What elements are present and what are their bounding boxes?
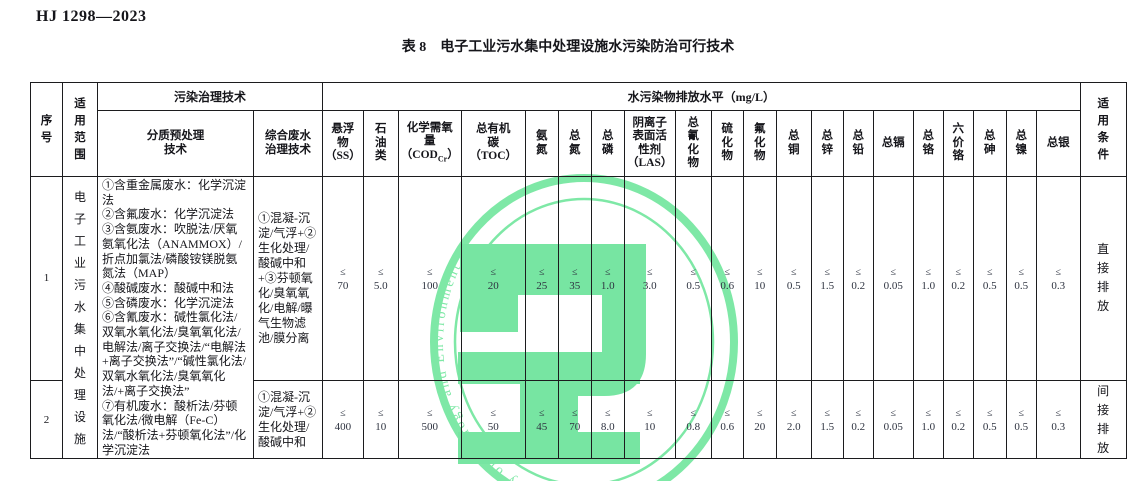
data-row-2: 2 ①混凝-沉淀/气浮+②生化处理/酸碱中和 ≤400 ≤10 ≤500 ≤50 ≤45… xyxy=(30,379,1127,460)
pollutant-header-20: 总银 xyxy=(1035,110,1081,177)
limit-row1-col2: ≤5.0 xyxy=(362,176,399,381)
condition-1: 直 接 排 放 xyxy=(1079,176,1127,381)
pollutant-header-10: 硫化物 xyxy=(710,110,744,177)
pollutant-header-19: 总镍 xyxy=(1005,110,1037,177)
limit-row2-col11: ≤20 xyxy=(742,379,777,460)
pollutant-header-1: 悬浮物（SS） xyxy=(322,110,364,177)
limit-row2-col13: ≤1.5 xyxy=(810,379,844,460)
header-row-top: 序 号 适 用 范 围 污染治理技术 水污染物排放水平（mg/L） 适 用 条 … xyxy=(30,82,1127,177)
pollutant-header-18: 总砷 xyxy=(972,110,1007,177)
limit-row2-col5: ≤45 xyxy=(524,379,559,460)
pollutant-header-9: 总氰化物 xyxy=(674,110,712,177)
header-discharge-level: 水污染物排放水平（mg/L） xyxy=(322,82,1081,111)
limit-row1-col19: ≤0.5 xyxy=(1005,176,1037,381)
pollutant-header-17: 六价铬 xyxy=(942,110,974,177)
pollutant-header-2: 石油类 xyxy=(362,110,399,177)
limit-row2-col6: ≤70 xyxy=(557,379,592,460)
limit-row2-col9: ≤0.8 xyxy=(674,379,712,460)
standard-number: HJ 1298—2023 xyxy=(36,8,147,25)
limit-row1-col17: ≤0.2 xyxy=(942,176,974,381)
limit-row1-col6: ≤35 xyxy=(557,176,592,381)
limit-row1-col20: ≤0.3 xyxy=(1035,176,1081,381)
header-pretreatment: 分质预处理 技术 xyxy=(97,110,254,177)
limit-row1-col1: ≤70 xyxy=(322,176,364,381)
limit-row2-col1: ≤400 xyxy=(322,379,364,460)
comprehensive-cell-1: ①混凝-沉淀/气浮+②生化处理/酸碱中和+③芬顿氧化/臭氧氧化/电解/曝气生物滤… xyxy=(253,176,323,381)
limit-row1-col15: ≤0.05 xyxy=(872,176,914,381)
limit-row2-col8: ≤10 xyxy=(623,379,676,460)
header-seq: 序 号 xyxy=(30,82,63,177)
limit-row2-col16: ≤1.0 xyxy=(912,379,944,460)
limit-row2-col10: ≤0.6 xyxy=(710,379,744,460)
table-title: 表 8 电子工业污水集中处理设施水污染防治可行技术 xyxy=(401,40,735,55)
header-row-pollutants: 分质预处理 技术 综合废水 治理技术 悬浮物（SS）石油类化学需氧量（CODCr… xyxy=(31,110,1127,177)
pollutant-header-11: 氟化物 xyxy=(742,110,777,177)
pollutant-header-14: 总铅 xyxy=(842,110,874,177)
limit-row1-col16: ≤1.0 xyxy=(912,176,944,381)
limit-row1-col10: ≤0.6 xyxy=(710,176,744,381)
limit-row1-col18: ≤0.5 xyxy=(972,176,1007,381)
limit-row2-col20: ≤0.3 xyxy=(1035,379,1081,460)
limit-row1-col11: ≤10 xyxy=(742,176,777,381)
pretreatment-cell: ①含重金属废水：化学沉淀法 ②含氟废水：化学沉淀法 ③含氨废水：吹脱法/厌氧氨氧… xyxy=(97,175,254,460)
limit-row2-col2: ≤10 xyxy=(362,379,399,460)
pollutant-header-3: 化学需氧量（CODCr） xyxy=(397,110,462,177)
limit-row1-col5: ≤25 xyxy=(524,176,559,381)
pollutant-header-5: 氨氮 xyxy=(524,110,559,177)
pollutant-header-7: 总磷 xyxy=(590,110,625,177)
feasible-technology-table: 序 号 适 用 范 围 污染治理技术 水污染物排放水平（mg/L） 适 用 条 … xyxy=(30,82,1127,460)
pollutant-header-13: 总锌 xyxy=(810,110,844,177)
pollutant-header-12: 总铜 xyxy=(775,110,812,177)
pollutant-header-8: 阴离子 表面活 性剂 （LAS） xyxy=(623,110,676,177)
limit-row1-col9: ≤0.5 xyxy=(674,176,712,381)
pollutant-header-15: 总镉 xyxy=(872,110,914,177)
limit-row1-col14: ≤0.2 xyxy=(842,176,874,381)
limit-row1-col12: ≤0.5 xyxy=(775,176,812,381)
header-condition: 适 用 条 件 xyxy=(1079,82,1127,177)
comprehensive-cell-2: ①混凝-沉淀/气浮+②生化处理/酸碱中和 xyxy=(253,379,323,460)
limit-row1-col4: ≤20 xyxy=(460,176,526,381)
condition-2: 间 接 排 放 xyxy=(1079,379,1127,460)
header-comprehensive: 综合废水 治理技术 xyxy=(253,110,323,177)
limit-row2-col19: ≤0.5 xyxy=(1005,379,1037,460)
seq-1: 1 xyxy=(30,176,63,381)
limit-row2-col3: ≤500 xyxy=(397,379,462,460)
pollutant-header-6: 总氮 xyxy=(557,110,592,177)
data-row-1: 1 电 子 工 业 污 水 集 中 处 理 设 施 ①含重金属废水：化学沉淀法 … xyxy=(30,175,1127,460)
limit-row1-col8: ≤3.0 xyxy=(623,176,676,381)
header-treatment-tech: 污染治理技术 xyxy=(97,82,323,111)
pollutant-header-4: 总有机碳（TOC） xyxy=(460,110,526,177)
limit-row1-col13: ≤1.5 xyxy=(810,176,844,381)
header-scope: 适 用 范 围 xyxy=(62,82,98,177)
limit-row2-col15: ≤0.05 xyxy=(872,379,914,460)
limit-row2-col14: ≤0.2 xyxy=(842,379,874,460)
limit-row2-col4: ≤50 xyxy=(460,379,526,460)
scope-cell: 电 子 工 业 污 水 集 中 处 理 设 施 xyxy=(62,175,98,460)
limit-row1-col7: ≤1.0 xyxy=(590,176,625,381)
limit-row2-col18: ≤0.5 xyxy=(972,379,1007,460)
seq-2: 2 xyxy=(30,379,63,460)
limit-row1-col3: ≤100 xyxy=(397,176,462,381)
pollutant-header-16: 总铬 xyxy=(912,110,944,177)
limit-row2-col12: ≤2.0 xyxy=(775,379,812,460)
limit-row2-col17: ≤0.2 xyxy=(942,379,974,460)
limit-row2-col7: ≤8.0 xyxy=(590,379,625,460)
